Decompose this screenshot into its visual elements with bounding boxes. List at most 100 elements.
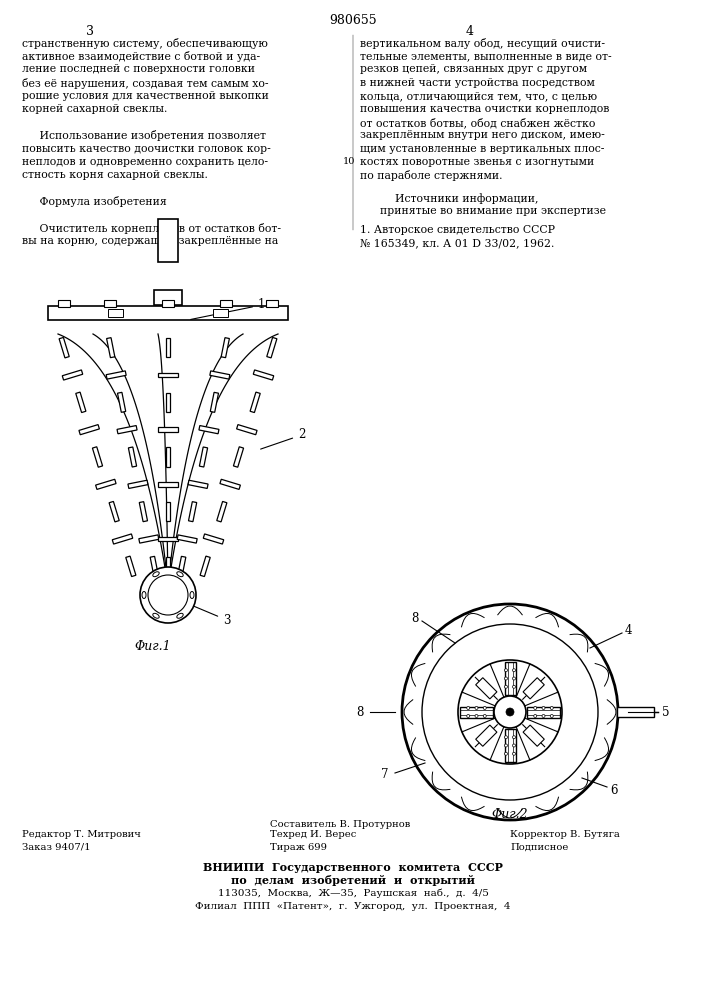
Circle shape bbox=[140, 567, 196, 623]
Bar bbox=[154, 290, 182, 305]
Text: Использование изобретения позволяет: Использование изобретения позволяет bbox=[22, 130, 266, 141]
Circle shape bbox=[505, 736, 508, 739]
Ellipse shape bbox=[153, 613, 159, 618]
Text: в нижней части устройства посредством: в нижней части устройства посредством bbox=[360, 78, 595, 88]
Bar bbox=[162, 300, 174, 307]
Polygon shape bbox=[129, 447, 136, 467]
Text: рошие условия для качественной выкопки: рошие условия для качественной выкопки bbox=[22, 91, 269, 101]
Circle shape bbox=[475, 714, 478, 718]
Text: Редактор Т. Митрович: Редактор Т. Митрович bbox=[22, 830, 141, 839]
Polygon shape bbox=[199, 426, 219, 434]
Text: 8: 8 bbox=[411, 611, 419, 624]
Polygon shape bbox=[126, 556, 136, 577]
Circle shape bbox=[542, 706, 545, 710]
Bar bbox=[617, 707, 654, 717]
Polygon shape bbox=[220, 479, 240, 489]
Circle shape bbox=[506, 708, 514, 716]
Polygon shape bbox=[523, 678, 544, 699]
Bar bbox=[48, 306, 288, 320]
Polygon shape bbox=[200, 556, 210, 577]
Text: 3: 3 bbox=[86, 25, 94, 38]
Polygon shape bbox=[112, 534, 133, 544]
Polygon shape bbox=[62, 370, 83, 380]
Circle shape bbox=[422, 624, 598, 800]
Bar bbox=[104, 300, 116, 307]
Polygon shape bbox=[76, 392, 86, 413]
Text: Составитель В. Протурнов: Составитель В. Протурнов bbox=[270, 820, 410, 829]
Polygon shape bbox=[165, 447, 170, 467]
Polygon shape bbox=[189, 502, 197, 522]
Circle shape bbox=[534, 706, 537, 710]
Text: 10: 10 bbox=[343, 157, 355, 166]
Text: 1: 1 bbox=[191, 298, 265, 319]
Text: корней сахарной свеклы.: корней сахарной свеклы. bbox=[22, 104, 168, 114]
Bar bbox=[108, 309, 123, 317]
Text: Тираж 699: Тираж 699 bbox=[270, 843, 327, 852]
Polygon shape bbox=[210, 392, 218, 412]
Text: Заказ 9407/1: Заказ 9407/1 bbox=[22, 843, 90, 852]
Polygon shape bbox=[117, 426, 137, 434]
Polygon shape bbox=[177, 535, 197, 543]
Text: повысить качество доочистки головок кор-: повысить качество доочистки головок кор- bbox=[22, 144, 271, 154]
Polygon shape bbox=[253, 370, 274, 380]
Text: 980655: 980655 bbox=[329, 14, 377, 27]
Text: по  делам  изобретений  и  открытий: по делам изобретений и открытий bbox=[231, 875, 475, 886]
Polygon shape bbox=[188, 480, 208, 488]
Polygon shape bbox=[79, 425, 100, 435]
Polygon shape bbox=[150, 556, 158, 576]
Ellipse shape bbox=[190, 591, 194, 598]
Text: кольца, отличающийся тем, что, с целью: кольца, отличающийся тем, что, с целью bbox=[360, 91, 597, 101]
Circle shape bbox=[513, 669, 515, 672]
Text: Φиг.2: Φиг.2 bbox=[491, 808, 528, 821]
Polygon shape bbox=[109, 501, 119, 522]
Polygon shape bbox=[139, 535, 159, 543]
Bar bbox=[266, 300, 278, 307]
Circle shape bbox=[505, 677, 508, 680]
Text: 3: 3 bbox=[194, 606, 230, 626]
Text: принятые во внимание при экспертизе: принятые во внимание при экспертизе bbox=[380, 206, 606, 216]
Bar bbox=[213, 309, 228, 317]
Circle shape bbox=[402, 604, 618, 820]
Text: Филиал  ППП  «Патент»,  г.  Ужгород,  ул.  Проектная,  4: Филиал ППП «Патент», г. Ужгород, ул. Про… bbox=[195, 902, 510, 911]
Polygon shape bbox=[95, 479, 116, 489]
Circle shape bbox=[475, 706, 478, 710]
Circle shape bbox=[513, 736, 515, 739]
Text: активное взаимодействие с ботвой и уда-: активное взаимодействие с ботвой и уда- bbox=[22, 51, 260, 62]
Text: 2: 2 bbox=[261, 428, 305, 449]
Text: № 165349, кл. А 01 D 33/02, 1962.: № 165349, кл. А 01 D 33/02, 1962. bbox=[360, 238, 554, 248]
Circle shape bbox=[550, 714, 554, 718]
Polygon shape bbox=[505, 662, 515, 695]
Text: Источники информации,: Источники информации, bbox=[395, 193, 539, 204]
Polygon shape bbox=[177, 556, 186, 576]
Polygon shape bbox=[210, 371, 230, 379]
Ellipse shape bbox=[177, 613, 183, 618]
Polygon shape bbox=[158, 427, 177, 432]
Text: 5: 5 bbox=[662, 706, 670, 718]
Circle shape bbox=[467, 714, 469, 718]
Polygon shape bbox=[233, 447, 244, 467]
Text: стность корня сахарной свеклы.: стность корня сахарной свеклы. bbox=[22, 170, 208, 180]
Text: 4: 4 bbox=[466, 25, 474, 38]
Text: неплодов и одновременно сохранить цело-: неплодов и одновременно сохранить цело- bbox=[22, 157, 268, 167]
Circle shape bbox=[505, 669, 508, 672]
Ellipse shape bbox=[142, 591, 146, 598]
Polygon shape bbox=[523, 725, 544, 746]
Circle shape bbox=[505, 744, 508, 747]
Circle shape bbox=[513, 677, 515, 680]
Text: странственную систему, обеспечивающую: странственную систему, обеспечивающую bbox=[22, 38, 268, 49]
Text: 7: 7 bbox=[381, 768, 389, 782]
Text: Подписное: Подписное bbox=[510, 843, 568, 852]
Text: вертикальном валу обод, несущий очисти-: вертикальном валу обод, несущий очисти- bbox=[360, 38, 605, 49]
Text: костях поворотные звенья с изогнутыми: костях поворотные звенья с изогнутыми bbox=[360, 157, 595, 167]
Text: 4: 4 bbox=[625, 624, 633, 637]
Text: Корректор В. Бутяга: Корректор В. Бутяга bbox=[510, 830, 620, 839]
Text: Формула изобретения: Формула изобретения bbox=[22, 196, 167, 207]
Polygon shape bbox=[128, 480, 148, 488]
Polygon shape bbox=[165, 557, 170, 576]
Text: 113035,  Москва,  Ж—35,  Раушская  наб.,  д.  4/5: 113035, Москва, Ж—35, Раушская наб., д. … bbox=[218, 889, 489, 898]
Text: без её нарушения, создавая тем самым хо-: без её нарушения, создавая тем самым хо- bbox=[22, 78, 269, 89]
Text: щим установленные в вертикальных плос-: щим установленные в вертикальных плос- bbox=[360, 144, 604, 154]
Bar bbox=[220, 300, 232, 307]
Text: по параболе стержнями.: по параболе стержнями. bbox=[360, 170, 503, 181]
Polygon shape bbox=[158, 537, 177, 541]
